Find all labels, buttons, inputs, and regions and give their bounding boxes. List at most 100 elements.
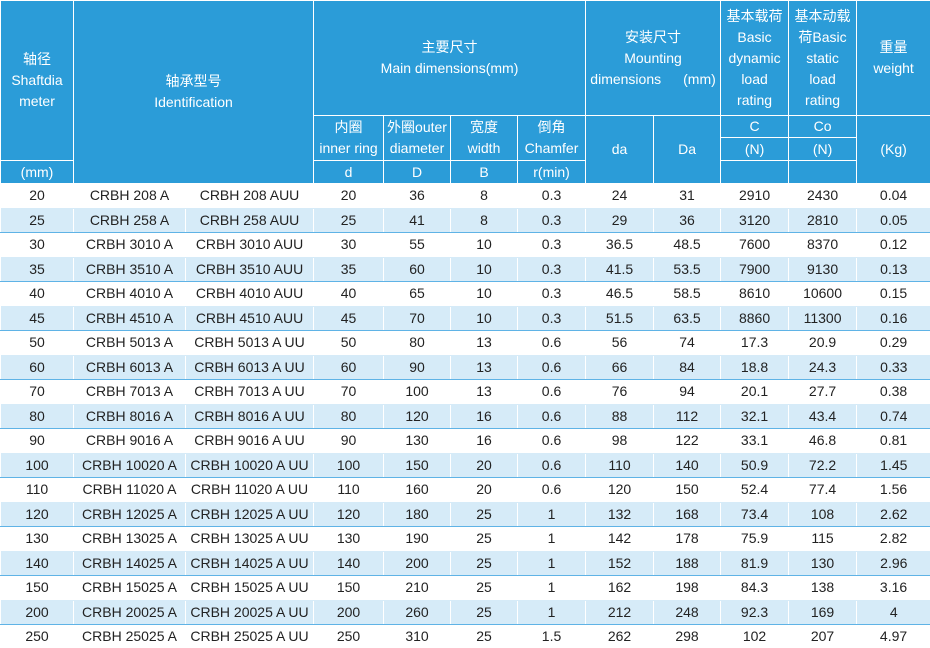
table-row: 30 CRBH 3010 A CRBH 3010 AUU 30 55 10 0.3 36.5 4… (1, 233, 930, 258)
table-cell: CRBH 4510 AUU (184, 305, 314, 331)
table-cell: 248 (653, 599, 721, 625)
table-header: 轴径 Shaftdia meter 轴承型号 Identification 主要尺寸 M… (0, 0, 930, 184)
table-cell: 94 (679, 383, 695, 400)
table-cell: 200 (383, 550, 451, 576)
table-cell: 88 (585, 403, 654, 429)
table-cell: 90 (383, 354, 451, 380)
table-row: 20 CRBH 208 A CRBH 208 AUU 20 36 8 0.3 24 31 2910… (1, 184, 930, 209)
header-cell: r(min) (517, 160, 587, 184)
table-row: 120 CRBH 12025 A CRBH 12025 A UU 120 180 25 1 1… (0, 501, 930, 527)
header-cell (720, 160, 790, 184)
header-line: dimensions (mm) (586, 69, 720, 90)
table-cell: 13 (476, 334, 492, 351)
table-cell: 1 (517, 501, 586, 527)
table-cell: 53.5 (653, 256, 721, 282)
header-cell: 主要尺寸 Main dimensions(mm) (313, 0, 587, 116)
header-cell: 轴承型号 Identification (72, 0, 315, 184)
table-row: 140 CRBH 14025 A CRBH 14025 A UU 140 200 25 1 1… (0, 550, 930, 576)
table-row: 100 CRBH 10020 A CRBH 10020 A UU 100 150 20 0.… (0, 452, 930, 478)
table-cell: 120 (383, 403, 451, 429)
table-cell: 30 (340, 236, 357, 253)
table-cell: 20 (450, 452, 518, 478)
table-cell: CRBH 9016 A UU (194, 432, 305, 449)
table-cell: 10 (450, 256, 518, 282)
table-cell: 0.29 (879, 334, 908, 351)
table-cell: 25 (476, 628, 492, 645)
header-row: 轴径 Shaftdia meter 轴承型号 Identification 主要尺寸 M… (0, 0, 930, 184)
header-text: diameter (389, 140, 445, 156)
table-cell: 100 (405, 383, 429, 400)
table-cell: 45 (313, 305, 384, 331)
table-cell: CRBH 14025 A UU (184, 550, 314, 576)
header-text: inner ring (319, 140, 378, 156)
table-cell: 24.3 (788, 354, 857, 380)
header-text: 重量 (879, 39, 908, 55)
table-cell: 8 (480, 187, 488, 204)
table-cell: 212 (585, 599, 654, 625)
table-cell: 46.5 (605, 285, 634, 302)
table-cell: 20.1 (740, 383, 769, 400)
table-cell: CRBH 208 A (89, 187, 170, 204)
table-row: 70 CRBH 7013 A CRBH 7013 A UU 70 100 13 0.6 76 9… (1, 380, 930, 405)
header-text: Chamfer (524, 140, 579, 156)
table-cell: 169 (788, 599, 857, 625)
table-cell: 188 (653, 550, 721, 576)
table-cell: 52.4 (740, 481, 769, 498)
header-cell: da (585, 115, 655, 184)
header-cell: 倒角 Chamfer (517, 115, 587, 161)
table-cell: 10 (450, 305, 518, 331)
table-cell: 0.38 (879, 383, 908, 400)
table-cell: 84.3 (740, 579, 769, 596)
table-cell: 46.8 (808, 432, 837, 449)
table-cell: 70 (383, 305, 451, 331)
table-cell: 110 (337, 481, 360, 498)
table-cell: 81.9 (720, 550, 789, 576)
table-cell: 130 (25, 530, 49, 547)
table-cell: 32.1 (720, 403, 789, 429)
table-cell: 98 (611, 432, 628, 449)
table-cell: CRBH 4010 A (85, 285, 174, 302)
table-cell: CRBH 4510 A (73, 305, 186, 331)
table-cell: CRBH 20025 A (73, 599, 186, 625)
table-cell: 0.74 (856, 403, 930, 429)
table-cell: 1.56 (879, 481, 908, 498)
table-row: 35 CRBH 3510 A CRBH 3510 AUU 35 60 10 0.3 41.5 5… (0, 256, 930, 282)
header-text: 基本动载 (794, 7, 851, 24)
header-text: 倒角 (537, 119, 566, 135)
table-cell: 20 (340, 187, 357, 204)
table-cell: 45 (0, 305, 74, 331)
header-row: 内圈 inner ring 外圈outer diameter 宽度 width 倒角 C… (1, 115, 930, 184)
header-text: 宽度 (470, 119, 499, 135)
table-cell: 9130 (788, 256, 857, 282)
table-cell: 25 (450, 501, 518, 527)
table-cell: 0.15 (879, 285, 908, 302)
table-cell: 0.6 (541, 432, 562, 449)
header-text: 外圈outer (387, 119, 447, 135)
table-cell: 150 (336, 579, 361, 596)
table-row: 90 CRBH 9016 A CRBH 9016 A UU 90 130 16 0.6 98 1… (1, 429, 930, 454)
table-cell: 40 (29, 285, 45, 302)
table-cell: 120 (313, 501, 384, 527)
table-cell: 210 (405, 579, 429, 596)
table-cell: CRBH 11020 A UU (190, 481, 309, 498)
table-cell: 2910 (738, 187, 771, 204)
table-cell: 74 (679, 334, 695, 351)
table-cell: 77.4 (808, 481, 837, 498)
header-text: rating (805, 91, 841, 108)
table-row: 250 CRBH 25025 A CRBH 25025 A UU 250 310 25 1.… (1, 625, 930, 648)
table-cell: 0.05 (856, 207, 930, 233)
table-cell: 162 (607, 579, 632, 596)
header-text: rating (737, 91, 773, 108)
table-cell: 51.5 (585, 305, 654, 331)
header-cell: d (313, 160, 385, 184)
table-cell: 250 (25, 628, 49, 645)
header-text: load (741, 70, 768, 87)
table-row: 50 CRBH 5013 A CRBH 5013 A UU 50 80 13 0.6 56 74… (1, 331, 930, 356)
table-cell: CRBH 20025 A UU (184, 599, 314, 625)
table-cell: 65 (409, 285, 425, 302)
header-cell: 安装尺寸 Mounting dimensions (mm) (585, 0, 722, 116)
header-cell (788, 160, 858, 184)
table-cell: 152 (585, 550, 654, 576)
table-cell: CRBH 10020 A UU (184, 452, 314, 478)
table-cell: 102 (742, 628, 767, 645)
